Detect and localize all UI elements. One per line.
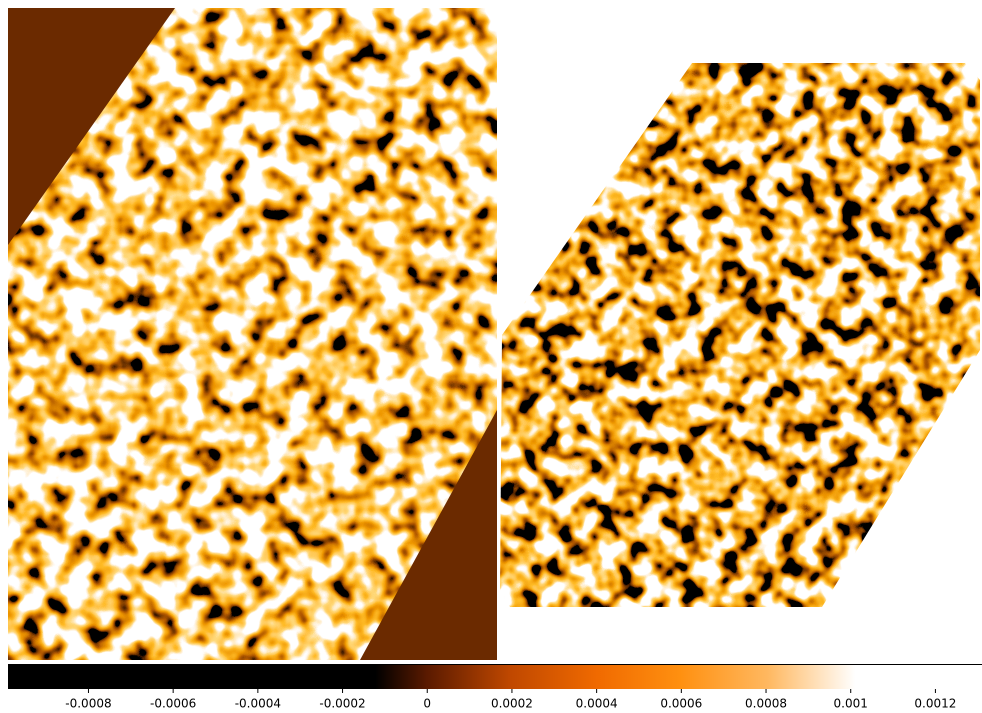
colorbar-tick-label: -0.0004	[235, 697, 281, 711]
colorbar-tick-label: 0.0002	[491, 697, 533, 711]
colorbar-tick-label: 0.0008	[745, 697, 787, 711]
image-viewer: -0.0008 -0.0006 -0.0004 -0.0002 0 0.0002 0.000…	[0, 0, 982, 713]
colorbar-tick-label: -0.0008	[65, 697, 111, 711]
colorbar-tick-label: 0.0004	[576, 697, 618, 711]
page: -0.0008 -0.0006 -0.0004 -0.0002 0 0.0002 0.000…	[0, 0, 982, 713]
colorbar-tick-label: -0.0006	[150, 697, 196, 711]
colorbar-tick-label: 0.0006	[660, 697, 702, 711]
right-image	[500, 63, 982, 607]
colorbar-tick-label: 0.001	[834, 697, 868, 711]
colorbar	[8, 665, 982, 689]
colorbar-tick-label: 0	[423, 697, 431, 711]
colorbar-tick-label: -0.0002	[319, 697, 365, 711]
colorbar-tick-label: 0.0012	[914, 697, 956, 711]
